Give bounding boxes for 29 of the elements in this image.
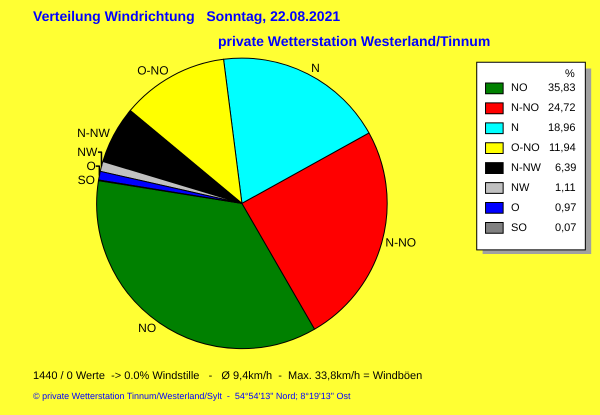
data-label: 11,94 [549,142,576,154]
legend-label: NO [511,82,528,94]
text: © private Wetterstation Tinnum/Westerland/Sylt - 54°54'13" Nord; 8°19'13" Ost [33,391,351,401]
data-label: 18,96 [548,122,576,134]
data-label: 24,72 [548,102,576,114]
data-label: 0,97 [555,202,576,214]
chart-title: Verteilung Windrichtung Sonntag, 22.08.2021 [33,8,340,24]
legend-title: % [565,68,575,80]
data-label: 0,07 [555,222,576,234]
slice-label: N [311,61,320,76]
slice-label: SO [78,173,96,188]
text: 1440 / 0 Werte -> 0.0% Windstille - Ø 9,4km/h - Max. 33,8km/h = Windböen [33,370,422,382]
slice-label: O-NO [137,64,169,78]
slice-label: NW [77,145,98,160]
slice-label: N-NO [385,236,416,250]
data-label: 6,39 [555,162,576,174]
chart-subtitle: private Wetterstation Westerland/Tinnum [218,33,490,49]
slice-label: O [86,159,96,174]
legend-label: N [511,122,519,134]
slice-label: NO [138,320,156,335]
legend-label: N-NO [511,102,540,114]
legend-label: O-NO [511,142,540,154]
legend-label: N-NW [511,162,542,174]
data-label: 35,83 [548,82,576,94]
legend-label: O [511,202,520,214]
data-label: 1,11 [555,182,576,194]
slice-label: N-NW [77,126,110,140]
legend-label: SO [511,222,528,234]
legend-label: NW [511,182,530,194]
